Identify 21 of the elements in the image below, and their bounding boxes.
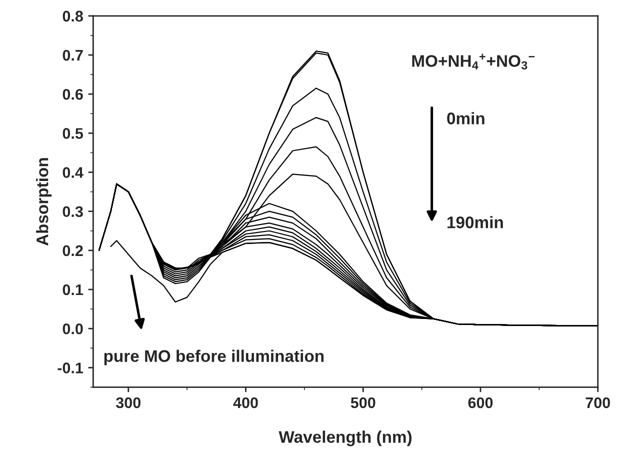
x-tick-label: 400 [233, 397, 258, 408]
y-axis-title: Absorption [36, 158, 52, 246]
x-axis-title: Wavelength (nm) [278, 430, 412, 446]
y-tick-label: 0.2 [62, 245, 83, 256]
annotation: MO+NH$_{4}$$^{+}$+NO$_{3}$$^{−}$ [412, 54, 535, 70]
y-tick-label: 0.5 [62, 128, 84, 139]
annotation: pure MO before illumination [104, 350, 324, 366]
y-tick-label: 0.1 [62, 284, 84, 296]
y-tick-label: 0.6 [62, 88, 83, 100]
annotation: 190min [448, 216, 503, 228]
y-tick-label: -0.1 [58, 362, 84, 374]
x-tick-label: 600 [468, 397, 493, 408]
y-tick-label: 0.4 [62, 167, 84, 178]
annotation: 0min [447, 112, 484, 124]
y-tick-label: 0.0 [62, 323, 83, 334]
y-tick-label: 0.3 [62, 206, 83, 218]
x-tick-label: 700 [586, 397, 610, 408]
y-tick-label: 0.8 [62, 10, 83, 22]
x-tick-label: 300 [116, 397, 140, 408]
x-tick-label: 500 [350, 397, 376, 408]
y-tick-label: 0.7 [62, 50, 83, 61]
